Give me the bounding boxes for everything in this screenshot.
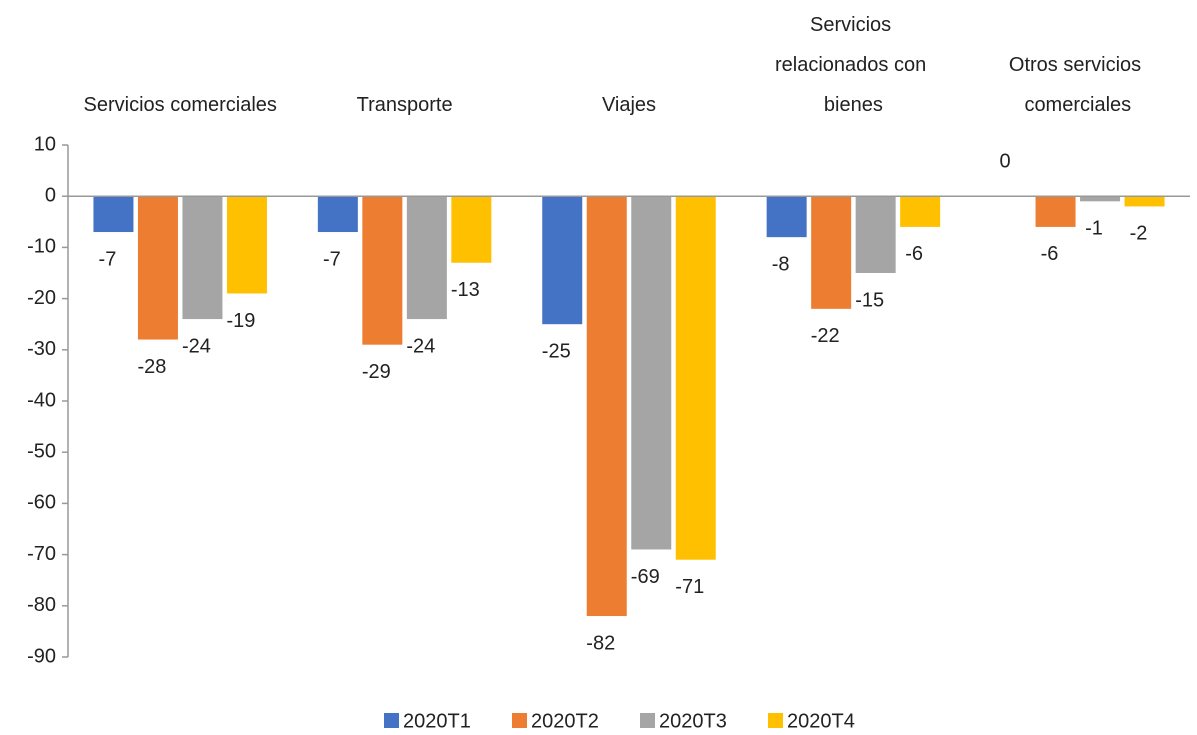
category-label: Servicios relacionados con bienes bbox=[775, 14, 932, 116]
data-label: -6 bbox=[1041, 243, 1059, 265]
y-tick-label: -10 bbox=[27, 236, 56, 258]
bar bbox=[1080, 196, 1121, 202]
y-tick-label: -40 bbox=[27, 389, 56, 411]
legend-label: 2020T1 bbox=[403, 710, 471, 732]
data-label: -69 bbox=[631, 566, 660, 588]
data-label: -1 bbox=[1085, 218, 1103, 240]
legend-swatch bbox=[768, 713, 783, 728]
data-label: -19 bbox=[226, 310, 255, 332]
legend-swatch bbox=[640, 713, 655, 728]
data-label: -13 bbox=[451, 279, 480, 301]
data-label: -82 bbox=[586, 632, 615, 654]
data-label: -24 bbox=[406, 335, 435, 357]
data-label: -71 bbox=[675, 576, 704, 598]
bar bbox=[766, 196, 807, 238]
y-tick-label: -50 bbox=[27, 440, 56, 462]
y-tick-label: -20 bbox=[27, 287, 56, 309]
bar bbox=[182, 196, 223, 320]
category-label: Otros servicios comerciales bbox=[1009, 54, 1147, 116]
bar bbox=[900, 196, 941, 227]
legend-label: 2020T2 bbox=[531, 710, 599, 732]
bar bbox=[631, 196, 672, 550]
category-label: Transporte bbox=[357, 94, 453, 116]
bar bbox=[226, 196, 267, 294]
y-tick-label: 0 bbox=[45, 184, 56, 206]
y-tick-label: -80 bbox=[27, 594, 56, 616]
data-label: -7 bbox=[99, 248, 117, 270]
legend-swatch bbox=[384, 713, 399, 728]
y-tick-label: -60 bbox=[27, 492, 56, 514]
data-label: 0 bbox=[999, 150, 1010, 172]
bar bbox=[811, 196, 852, 309]
bar bbox=[451, 196, 492, 263]
bar bbox=[675, 196, 716, 560]
bar bbox=[1124, 196, 1165, 207]
bar bbox=[855, 196, 896, 273]
y-tick-label: -30 bbox=[27, 338, 56, 360]
category-label: Servicios comerciales bbox=[84, 94, 277, 116]
data-label: -7 bbox=[323, 248, 341, 270]
y-tick-label: -70 bbox=[27, 543, 56, 565]
bar bbox=[1035, 196, 1076, 227]
bar bbox=[137, 196, 178, 340]
legend-swatch bbox=[512, 713, 527, 728]
legend-label: 2020T4 bbox=[787, 710, 855, 732]
data-label: -2 bbox=[1130, 223, 1148, 245]
bar bbox=[542, 196, 583, 325]
data-label: -8 bbox=[772, 253, 790, 275]
data-label: -25 bbox=[542, 340, 571, 362]
data-label: -24 bbox=[182, 335, 211, 357]
y-tick-label: 10 bbox=[34, 133, 56, 155]
bar bbox=[586, 196, 627, 617]
data-label: -15 bbox=[855, 289, 884, 311]
legend-label: 2020T3 bbox=[659, 710, 727, 732]
data-label: -29 bbox=[362, 361, 391, 383]
data-label: -22 bbox=[811, 325, 840, 347]
bar bbox=[406, 196, 447, 320]
data-label: -28 bbox=[137, 356, 166, 378]
bar bbox=[362, 196, 403, 345]
bar bbox=[93, 196, 134, 233]
bar bbox=[317, 196, 358, 233]
category-label: Viajes bbox=[602, 94, 656, 116]
y-tick-label: -90 bbox=[27, 645, 56, 667]
data-label: -6 bbox=[905, 243, 923, 265]
